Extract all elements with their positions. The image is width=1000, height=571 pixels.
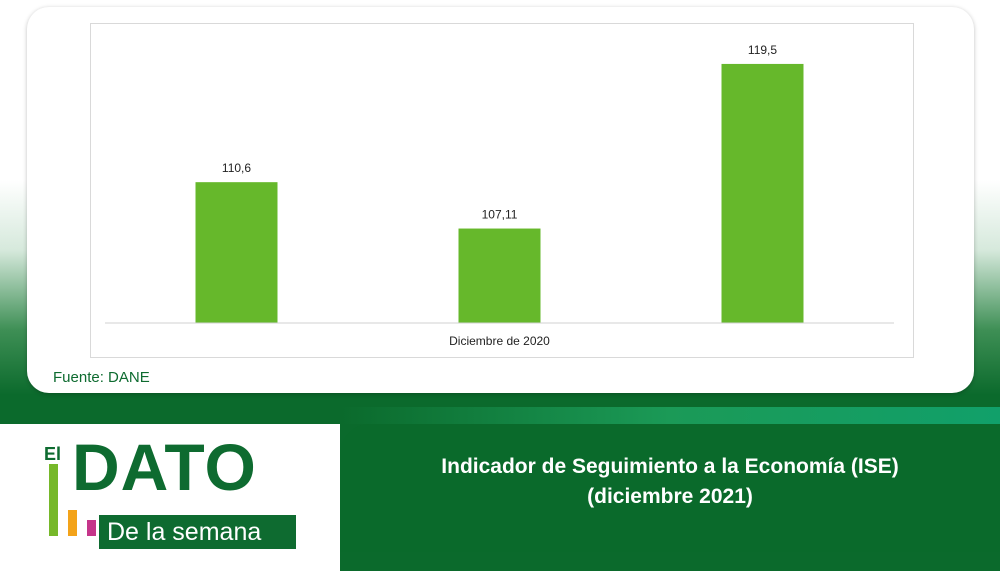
plot-area: 110,6 107,11 119,5 Diciembre de 2020 bbox=[90, 23, 914, 358]
logo-dato-text: DATO bbox=[72, 430, 257, 504]
data-label-2: 107,11 bbox=[482, 208, 518, 222]
bar-2 bbox=[458, 228, 541, 323]
bar-chart: 110,6 107,11 119,5 Diciembre de 2020 bbox=[105, 43, 894, 348]
banner-title: Indicador de Seguimiento a la Economía (… bbox=[340, 452, 1000, 512]
logo-el-text: El bbox=[44, 444, 62, 464]
decorative-stripe bbox=[340, 407, 1000, 424]
logo-bar-magenta bbox=[87, 520, 96, 536]
logo-bar-green bbox=[49, 464, 58, 536]
source-note: Fuente: DANE bbox=[53, 369, 150, 386]
chart-card: 110,6 107,11 119,5 Diciembre de 2020 Fuente… bbox=[27, 7, 974, 393]
banner-title-line2: (diciembre 2021) bbox=[587, 485, 753, 508]
bar-3 bbox=[721, 63, 804, 324]
data-label-3: 119,5 bbox=[748, 43, 777, 57]
logo-bar-orange bbox=[68, 510, 77, 536]
logo-subtitle: De la semana bbox=[99, 515, 296, 549]
title-banner bbox=[340, 424, 1000, 552]
data-label-1: 110,6 bbox=[222, 161, 251, 175]
bar-1 bbox=[195, 182, 278, 323]
banner-title-line1: Indicador de Seguimiento a la Economía (… bbox=[441, 455, 899, 478]
x-axis-label: Diciembre de 2020 bbox=[449, 334, 550, 348]
